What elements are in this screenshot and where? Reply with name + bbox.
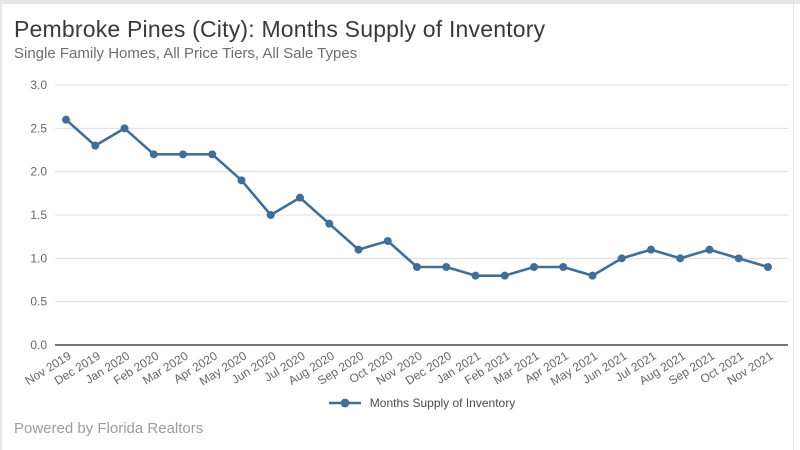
data-point [266, 211, 275, 219]
y-tick-label: 1.0 [30, 251, 47, 265]
legend-label: Months Supply of Inventory [369, 396, 516, 410]
data-point [559, 263, 568, 271]
y-tick-label: 2.0 [30, 165, 47, 179]
y-tick-label: 3.0 [30, 78, 47, 92]
data-point [325, 219, 334, 228]
data-point [179, 150, 187, 159]
data-point [471, 271, 480, 280]
data-point [62, 115, 70, 124]
frame-right-edge [793, 0, 794, 450]
data-point [764, 263, 772, 271]
data-point [413, 263, 421, 271]
data-point [208, 150, 217, 159]
data-point [237, 176, 246, 185]
y-tick-label: 1.5 [30, 208, 47, 222]
chart-legend[interactable]: Months Supply of Inventory [55, 394, 788, 412]
data-point [91, 141, 100, 150]
data-point [120, 124, 129, 133]
frame-top-edge [0, 0, 800, 4]
chart-header: Pembroke Pines (City): Months Supply of … [14, 16, 545, 62]
powered-by-text: Powered by Florida Realtors [14, 420, 204, 437]
data-point [676, 254, 685, 263]
data-point [383, 237, 392, 245]
data-point [296, 193, 304, 202]
data-point [500, 271, 509, 280]
series-marker-icon [328, 398, 361, 408]
chart-subtitle: Single Family Homes, All Price Tiers, Al… [14, 45, 358, 62]
data-point [617, 254, 626, 263]
y-tick-label: 0.0 [30, 338, 47, 352]
data-point [442, 263, 451, 271]
y-tick-label: 2.5 [30, 121, 47, 135]
data-point [149, 150, 158, 159]
data-point [354, 245, 363, 254]
data-point [530, 263, 538, 271]
data-point [734, 254, 743, 263]
frame-left-edge [0, 0, 2, 450]
data-point [588, 271, 597, 280]
chart-title: Pembroke Pines (City): Months Supply of … [14, 16, 546, 42]
chart-card [2, 4, 793, 450]
data-point [647, 245, 655, 254]
data-point [705, 245, 714, 254]
y-tick-label: 0.5 [30, 295, 47, 309]
